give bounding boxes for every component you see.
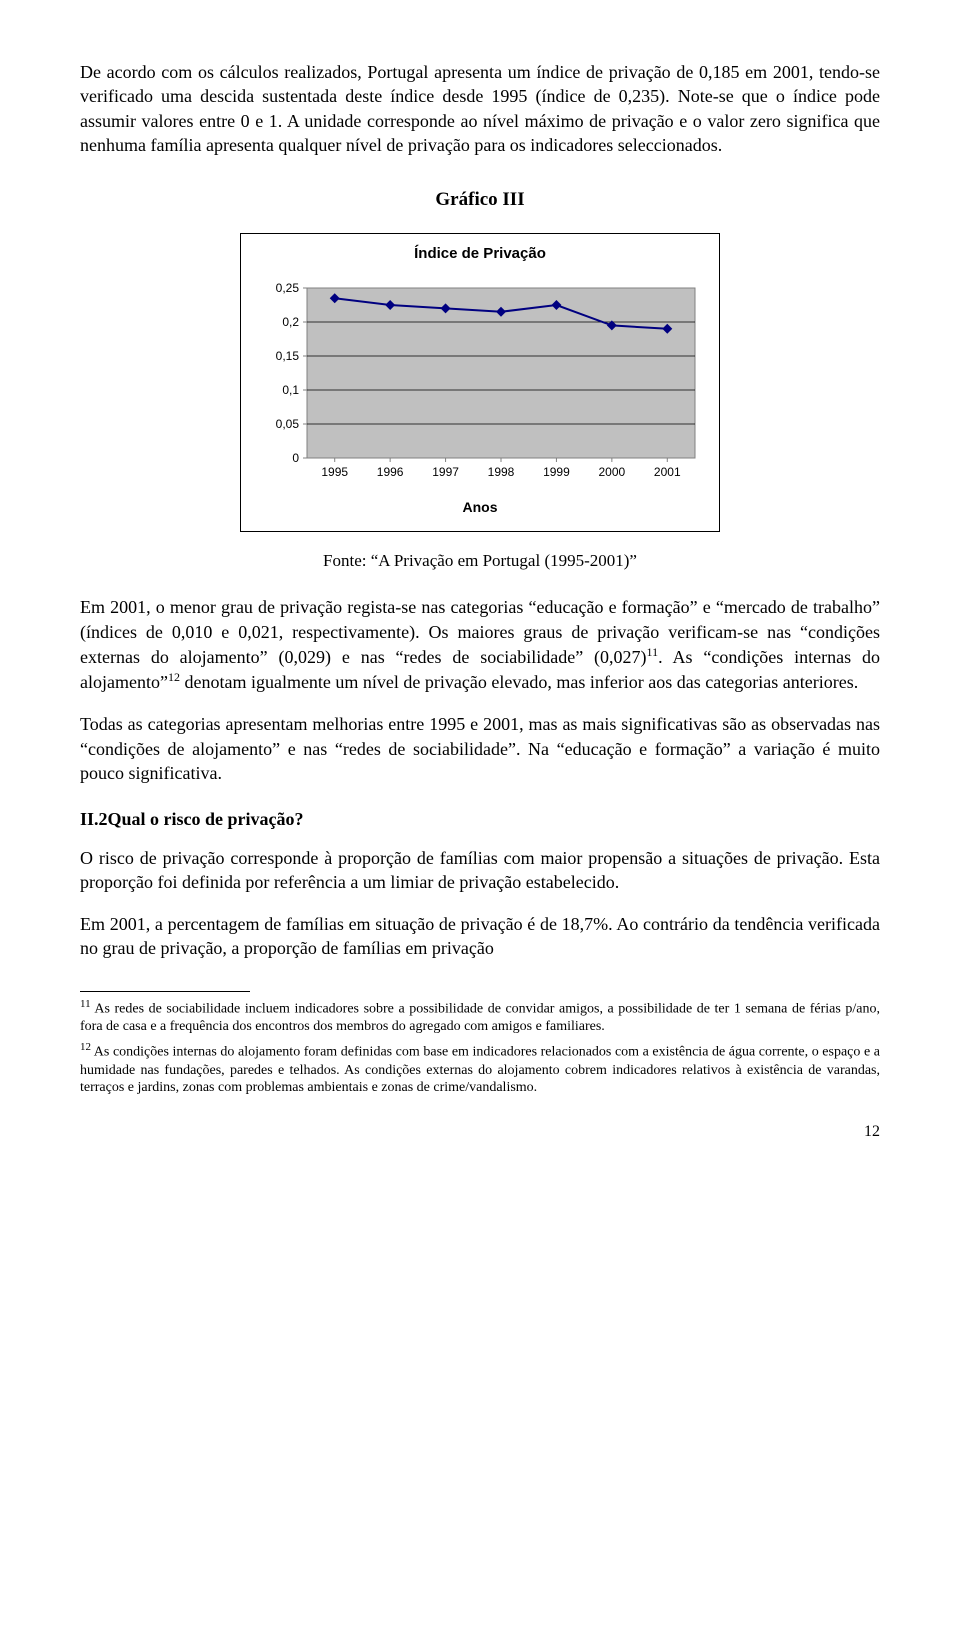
svg-text:2001: 2001 [654,465,681,479]
chart-container: Índice de Privação 0 0,05 0,1 0,15 0,2 0,25 19… [240,233,720,532]
chart-inner-title: Índice de Privação [255,244,705,264]
page-number: 12 [80,1121,880,1143]
svg-text:0: 0 [292,451,299,465]
footnote-12: 12 As condições internas do alojamento f… [80,1041,880,1096]
section-heading: II.2Qual o risco de privação? [80,807,880,831]
chart-x-axis-label: Anos [255,498,705,517]
chart-source: Fonte: “A Privação em Portugal (1995-200… [80,550,880,573]
chart-svg: 0 0,05 0,1 0,15 0,2 0,25 1995 1996 1997 1998 1999 2… [255,278,705,488]
footnote-12-num: 12 [80,1041,91,1053]
chart-plot: 0 0,05 0,1 0,15 0,2 0,25 1995 1996 1997 1998 1999 2… [255,278,705,494]
svg-text:2000: 2000 [599,465,626,479]
svg-text:1995: 1995 [321,465,348,479]
svg-text:0,1: 0,1 [282,383,299,397]
paragraph-4: O risco de privação corresponde à propor… [80,846,880,895]
svg-text:1998: 1998 [488,465,515,479]
footnote-11-num: 11 [80,998,91,1010]
chart-outer-title: Gráfico III [80,187,880,213]
svg-text:0,05: 0,05 [276,417,300,431]
svg-text:1996: 1996 [377,465,404,479]
svg-text:0,25: 0,25 [276,281,300,295]
footnote-11-text: As redes de sociabilidade incluem indica… [80,1001,880,1034]
paragraph-1: De acordo com os cálculos realizados, Po… [80,60,880,157]
paragraph-3: Todas as categorias apresentam melhorias… [80,712,880,785]
footnote-ref-11: 11 [647,645,659,659]
paragraph-2: Em 2001, o menor grau de privação regist… [80,595,880,694]
footnote-12-text: As condições internas do alojamento fora… [80,1045,880,1095]
paragraph-2c: denotam igualmente um nível de privação … [180,672,858,692]
footnote-ref-12: 12 [168,670,180,684]
svg-text:1997: 1997 [432,465,459,479]
paragraph-5: Em 2001, a percentagem de famílias em si… [80,912,880,961]
footnote-11: 11 As redes de sociabilidade incluem ind… [80,998,880,1036]
svg-text:1999: 1999 [543,465,570,479]
svg-text:0,2: 0,2 [282,315,299,329]
svg-text:0,15: 0,15 [276,349,300,363]
footnote-separator [80,991,250,992]
